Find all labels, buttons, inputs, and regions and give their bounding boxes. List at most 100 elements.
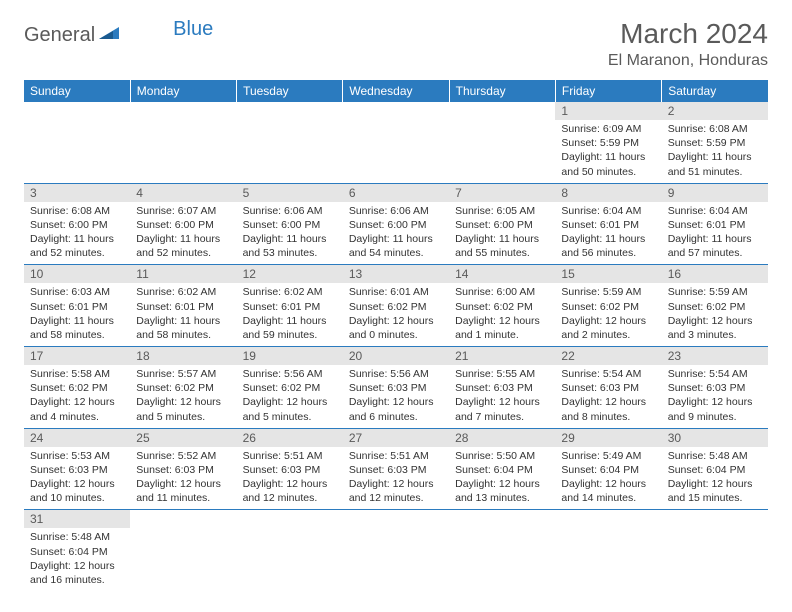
daylight-text: Daylight: 12 hours and 7 minutes.: [455, 395, 549, 423]
day-details: Sunrise: 6:08 AMSunset: 5:59 PMDaylight:…: [662, 120, 768, 183]
day-details: Sunrise: 5:51 AMSunset: 6:03 PMDaylight:…: [237, 447, 343, 510]
sunrise-text: Sunrise: 5:50 AM: [455, 449, 549, 463]
sunrise-text: Sunrise: 5:51 AM: [243, 449, 337, 463]
logo: General Blue: [24, 24, 213, 47]
day-number: 17: [24, 347, 130, 365]
day-number: [130, 510, 236, 528]
daylight-text: Daylight: 11 hours and 53 minutes.: [243, 232, 337, 260]
day-number: 22: [555, 347, 661, 365]
sunrise-text: Sunrise: 6:03 AM: [30, 285, 124, 299]
day-number: 16: [662, 265, 768, 283]
calendar-cell: 2Sunrise: 6:08 AMSunset: 5:59 PMDaylight…: [662, 102, 768, 183]
daylight-text: Daylight: 11 hours and 55 minutes.: [455, 232, 549, 260]
day-details: Sunrise: 5:48 AMSunset: 6:04 PMDaylight:…: [662, 447, 768, 510]
day-number: 5: [237, 184, 343, 202]
calendar-cell: 31Sunrise: 5:48 AMSunset: 6:04 PMDayligh…: [24, 510, 130, 591]
daylight-text: Daylight: 12 hours and 10 minutes.: [30, 477, 124, 505]
sunset-text: Sunset: 6:02 PM: [30, 381, 124, 395]
day-number: 15: [555, 265, 661, 283]
day-number: 25: [130, 429, 236, 447]
calendar-row: 31Sunrise: 5:48 AMSunset: 6:04 PMDayligh…: [24, 510, 768, 591]
day-number: 11: [130, 265, 236, 283]
day-details: Sunrise: 6:05 AMSunset: 6:00 PMDaylight:…: [449, 202, 555, 265]
daylight-text: Daylight: 12 hours and 2 minutes.: [561, 314, 655, 342]
daylight-text: Daylight: 12 hours and 5 minutes.: [136, 395, 230, 423]
weekday-header: Tuesday: [237, 80, 343, 102]
day-number: [130, 102, 236, 120]
calendar-table: Sunday Monday Tuesday Wednesday Thursday…: [24, 80, 768, 591]
daylight-text: Daylight: 11 hours and 56 minutes.: [561, 232, 655, 260]
sunrise-text: Sunrise: 6:00 AM: [455, 285, 549, 299]
sunrise-text: Sunrise: 6:05 AM: [455, 204, 549, 218]
calendar-cell: 23Sunrise: 5:54 AMSunset: 6:03 PMDayligh…: [662, 347, 768, 429]
daylight-text: Daylight: 11 hours and 59 minutes.: [243, 314, 337, 342]
location-text: El Maranon, Honduras: [608, 52, 768, 70]
sunrise-text: Sunrise: 5:57 AM: [136, 367, 230, 381]
calendar-row: 1Sunrise: 6:09 AMSunset: 5:59 PMDaylight…: [24, 102, 768, 183]
day-details: Sunrise: 5:59 AMSunset: 6:02 PMDaylight:…: [662, 283, 768, 346]
sunrise-text: Sunrise: 6:02 AM: [243, 285, 337, 299]
day-details: Sunrise: 6:02 AMSunset: 6:01 PMDaylight:…: [130, 283, 236, 346]
daylight-text: Daylight: 12 hours and 9 minutes.: [668, 395, 762, 423]
daylight-text: Daylight: 12 hours and 15 minutes.: [668, 477, 762, 505]
calendar-row: 24Sunrise: 5:53 AMSunset: 6:03 PMDayligh…: [24, 428, 768, 510]
daylight-text: Daylight: 11 hours and 58 minutes.: [136, 314, 230, 342]
calendar-cell: 3Sunrise: 6:08 AMSunset: 6:00 PMDaylight…: [24, 183, 130, 265]
calendar-cell: 18Sunrise: 5:57 AMSunset: 6:02 PMDayligh…: [130, 347, 236, 429]
sunset-text: Sunset: 6:02 PM: [136, 381, 230, 395]
sunset-text: Sunset: 6:00 PM: [243, 218, 337, 232]
day-details: Sunrise: 5:57 AMSunset: 6:02 PMDaylight:…: [130, 365, 236, 428]
calendar-cell: 14Sunrise: 6:00 AMSunset: 6:02 PMDayligh…: [449, 265, 555, 347]
calendar-cell: [130, 102, 236, 183]
day-details: Sunrise: 5:59 AMSunset: 6:02 PMDaylight:…: [555, 283, 661, 346]
calendar-cell: [237, 510, 343, 591]
day-number: [237, 510, 343, 528]
sunrise-text: Sunrise: 5:56 AM: [243, 367, 337, 381]
sunset-text: Sunset: 6:03 PM: [136, 463, 230, 477]
daylight-text: Daylight: 11 hours and 50 minutes.: [561, 150, 655, 178]
calendar-cell: 12Sunrise: 6:02 AMSunset: 6:01 PMDayligh…: [237, 265, 343, 347]
daylight-text: Daylight: 11 hours and 54 minutes.: [349, 232, 443, 260]
sunset-text: Sunset: 6:03 PM: [561, 381, 655, 395]
calendar-cell: 10Sunrise: 6:03 AMSunset: 6:01 PMDayligh…: [24, 265, 130, 347]
day-number: 24: [24, 429, 130, 447]
daylight-text: Daylight: 12 hours and 12 minutes.: [243, 477, 337, 505]
calendar-row: 3Sunrise: 6:08 AMSunset: 6:00 PMDaylight…: [24, 183, 768, 265]
sunset-text: Sunset: 6:01 PM: [30, 300, 124, 314]
calendar-cell: 29Sunrise: 5:49 AMSunset: 6:04 PMDayligh…: [555, 428, 661, 510]
day-details: Sunrise: 5:55 AMSunset: 6:03 PMDaylight:…: [449, 365, 555, 428]
sunset-text: Sunset: 6:03 PM: [668, 381, 762, 395]
sunset-text: Sunset: 6:00 PM: [349, 218, 443, 232]
day-number: 4: [130, 184, 236, 202]
day-number: 13: [343, 265, 449, 283]
daylight-text: Daylight: 11 hours and 52 minutes.: [136, 232, 230, 260]
sunset-text: Sunset: 6:03 PM: [455, 381, 549, 395]
day-details: Sunrise: 6:02 AMSunset: 6:01 PMDaylight:…: [237, 283, 343, 346]
day-number: [555, 510, 661, 528]
day-details: Sunrise: 5:54 AMSunset: 6:03 PMDaylight:…: [555, 365, 661, 428]
sunset-text: Sunset: 6:03 PM: [349, 463, 443, 477]
logo-text-general: General: [24, 24, 95, 47]
sunset-text: Sunset: 6:04 PM: [30, 545, 124, 559]
day-details: Sunrise: 5:51 AMSunset: 6:03 PMDaylight:…: [343, 447, 449, 510]
day-number: 26: [237, 429, 343, 447]
calendar-cell: [130, 510, 236, 591]
daylight-text: Daylight: 11 hours and 57 minutes.: [668, 232, 762, 260]
header: General Blue March 2024 El Maranon, Hond…: [24, 18, 768, 70]
day-number: 28: [449, 429, 555, 447]
sunrise-text: Sunrise: 5:58 AM: [30, 367, 124, 381]
sunrise-text: Sunrise: 5:52 AM: [136, 449, 230, 463]
weekday-header: Thursday: [449, 80, 555, 102]
sunrise-text: Sunrise: 5:51 AM: [349, 449, 443, 463]
day-number: [449, 510, 555, 528]
logo-text-blue: Blue: [173, 18, 213, 41]
day-number: 3: [24, 184, 130, 202]
daylight-text: Daylight: 12 hours and 0 minutes.: [349, 314, 443, 342]
calendar-cell: 16Sunrise: 5:59 AMSunset: 6:02 PMDayligh…: [662, 265, 768, 347]
daylight-text: Daylight: 11 hours and 52 minutes.: [30, 232, 124, 260]
day-number: [24, 102, 130, 120]
weekday-header-row: Sunday Monday Tuesday Wednesday Thursday…: [24, 80, 768, 102]
day-details: Sunrise: 6:03 AMSunset: 6:01 PMDaylight:…: [24, 283, 130, 346]
day-number: 10: [24, 265, 130, 283]
daylight-text: Daylight: 12 hours and 12 minutes.: [349, 477, 443, 505]
